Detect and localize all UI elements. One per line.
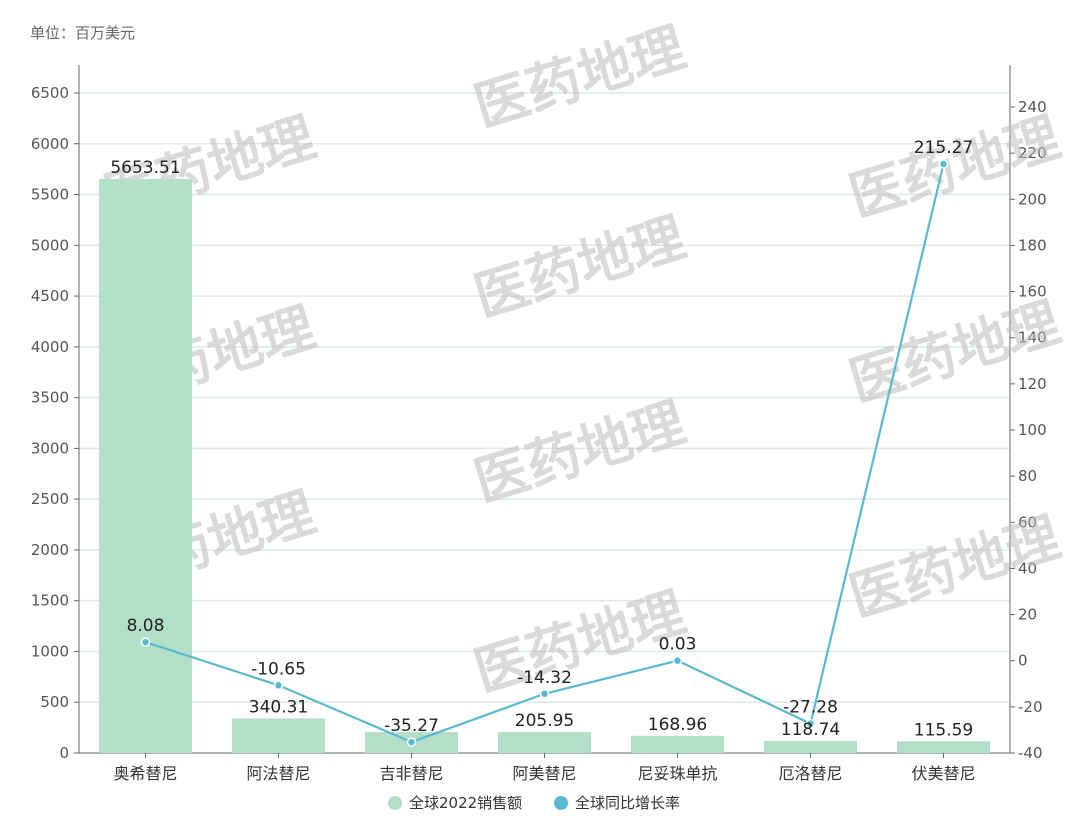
bar-data-label: 340.31 (249, 697, 308, 717)
y-right-tick-label: -20 (1018, 698, 1043, 716)
line-data-label: -10.65 (251, 659, 306, 679)
bar-data-label: 5653.51 (110, 158, 180, 178)
bar-data-label: 115.59 (914, 720, 973, 740)
legend-label-line: 全球同比增长率 (575, 794, 680, 812)
y-left-tick-label: 5000 (31, 236, 69, 254)
watermark-text: 医药地理 (467, 391, 692, 514)
y-right-tick-label: 140 (1018, 329, 1047, 347)
watermark-text: 医药地理 (467, 206, 692, 329)
line-point (273, 680, 284, 691)
y-right-tick-label: 60 (1018, 513, 1037, 531)
line-point (672, 655, 683, 666)
x-tick-label: 吉非替尼 (379, 764, 443, 783)
y-left-tick-label: 4000 (31, 338, 69, 356)
unit-label: 单位：百万美元 (30, 24, 136, 42)
line-data-label: 215.27 (914, 138, 973, 158)
watermark-text: 医药地理 (842, 291, 1067, 414)
y-right-tick-label: -40 (1018, 744, 1043, 762)
watermark-text: 医药地理 (842, 106, 1067, 229)
y-right-tick-label: 160 (1018, 283, 1047, 301)
line-point (805, 718, 816, 729)
watermark-text: 医药地理 (467, 16, 692, 139)
legend-swatch-bar (388, 796, 402, 810)
bar (99, 178, 192, 753)
bar-data-label: 118.74 (781, 720, 840, 740)
y-right-tick-label: 0 (1018, 652, 1028, 670)
line-data-label: -27.28 (783, 698, 838, 718)
y-right-tick-label: 180 (1018, 236, 1047, 254)
line-point (406, 737, 417, 747)
y-left-tick-label: 500 (40, 693, 69, 711)
y-left-tick-label: 4500 (31, 287, 69, 305)
line-point (140, 637, 151, 647)
x-tick-label: 阿法替尼 (246, 764, 310, 783)
y-left-tick-label: 6000 (31, 135, 69, 153)
x-tick-label: 伏美替尼 (911, 764, 975, 783)
x-tick-label: 厄洛替尼 (778, 764, 842, 783)
legend-swatch-line (554, 796, 568, 810)
y-left-tick-label: 1000 (31, 642, 69, 660)
bar (897, 741, 990, 753)
y-left-tick-label: 5500 (31, 186, 69, 204)
y-left-tick-label: 0 (59, 744, 69, 762)
line-point (938, 159, 949, 169)
line-data-label: 0.03 (659, 635, 697, 655)
y-right-tick-label: 100 (1018, 421, 1047, 439)
y-right-tick-label: 120 (1018, 375, 1047, 393)
y-right-tick-label: 220 (1018, 144, 1047, 162)
y-right-tick-label: 40 (1018, 559, 1037, 577)
bar-data-label: 168.96 (648, 715, 707, 735)
y-left-tick-label: 2000 (31, 541, 69, 559)
x-tick-label: 尼妥珠单抗 (637, 764, 717, 783)
line-point (539, 689, 550, 699)
y-right-tick-label: 240 (1018, 98, 1047, 116)
y-left-tick-label: 3000 (31, 439, 69, 457)
line-data-label: -35.27 (384, 716, 439, 736)
bar (232, 718, 325, 753)
legend-label-bar: 全球2022销售额 (409, 794, 522, 812)
x-tick-label: 阿美替尼 (512, 764, 576, 783)
line-data-label: -14.32 (517, 668, 572, 688)
y-left-tick-label: 2500 (31, 490, 69, 508)
line-data-label: 8.08 (127, 616, 165, 636)
y-right-tick-label: 200 (1018, 190, 1047, 208)
y-left-tick-label: 3500 (31, 389, 69, 407)
y-right-tick-label: 80 (1018, 467, 1037, 485)
bar (764, 740, 857, 753)
y-left-tick-label: 1500 (31, 592, 69, 610)
y-right-tick-label: 20 (1018, 606, 1037, 624)
bar (631, 735, 724, 753)
bar-data-label: 205.95 (515, 711, 574, 731)
bar (498, 732, 591, 753)
x-tick-label: 奥希替尼 (113, 764, 177, 783)
y-left-tick-label: 6500 (31, 84, 69, 102)
